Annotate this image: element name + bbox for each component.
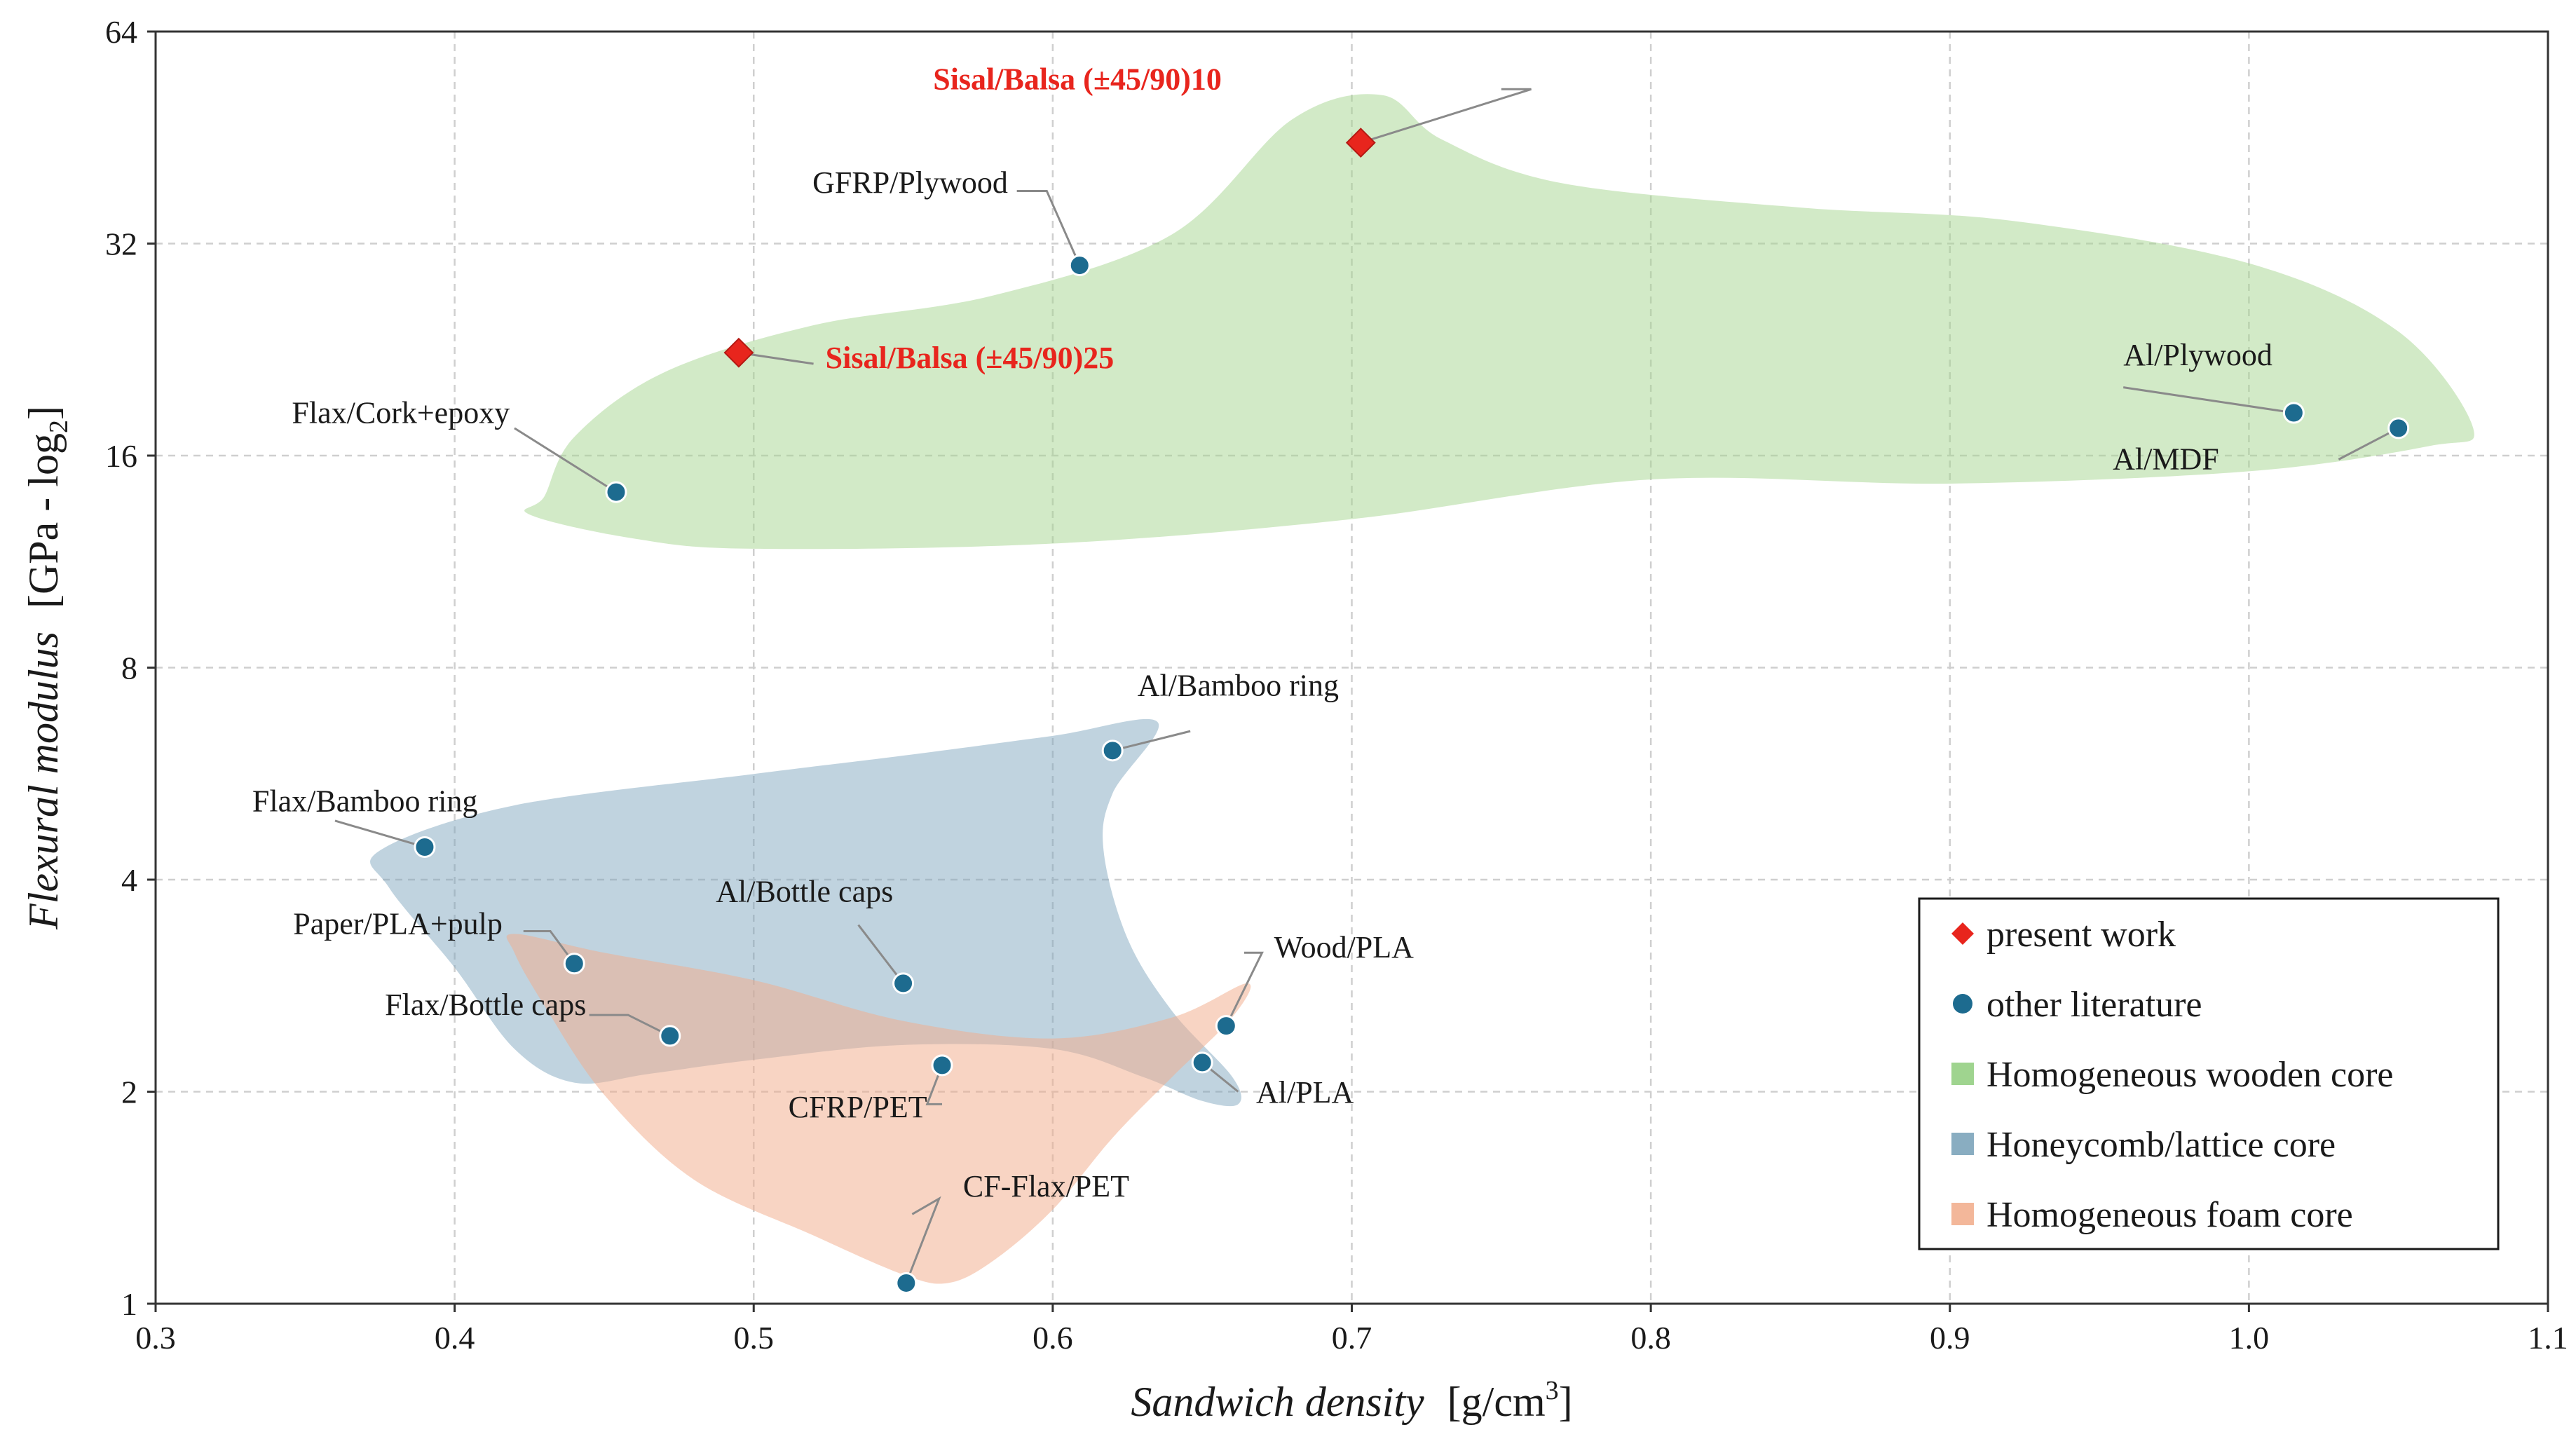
marker-flax-cork-epoxy: [605, 481, 627, 503]
region-homogeneous-foam-core: [506, 934, 1251, 1284]
marker-flax-bottle-caps: [659, 1025, 681, 1047]
marker-gfrp-plywood: [1068, 254, 1091, 277]
y-tick-label: 1: [121, 1286, 137, 1322]
leader-layer: [334, 88, 2399, 1284]
x-axis-title-unit: [g/cm: [1447, 1379, 1546, 1425]
legend-label-homogeneous-wooden-core: Homogeneous wooden core: [1986, 1055, 2394, 1095]
marker-paper-pla-pulp: [563, 953, 585, 975]
legend-label-present-work: present work: [1986, 915, 2176, 955]
x-tick-label: 0.4: [435, 1320, 475, 1356]
y-axis-title-unit: [GPa - log: [20, 433, 67, 608]
legend-marker-honeycomb-lattice-core: [1951, 1133, 1974, 1155]
label-flax-bottle-caps: Flax/Bottle caps: [385, 988, 586, 1022]
leader-line-wood-pla: [1225, 951, 1264, 1027]
y-axis-title-name: Flexural modulus: [20, 632, 67, 930]
x-tick-label: 0.6: [1033, 1320, 1073, 1356]
label-sisal-balsa-45-90-25: Sisal/Balsa (±45/90)25: [826, 341, 1115, 375]
label-cf-flax-pet: CF-Flax/PET: [963, 1169, 1129, 1203]
leader-line-paper-pla-pulp: [523, 930, 575, 964]
label-al-mdf: Al/MDF: [2113, 442, 2219, 477]
leader-line-al-plywood: [2122, 386, 2294, 414]
legend-marker-homogeneous-foam-core: [1951, 1203, 1974, 1225]
y-axis-title-unit-close: ]: [20, 406, 67, 420]
tick-layer: 0.3 0.4 0.5 0.6 0.7 0.8 0.9 1.0 1.1 1 2 4 8 16 32 64: [105, 14, 2568, 1356]
marker-sisal-balsa-45-90-10: [1345, 128, 1376, 158]
legend-items: present work other literature Homogeneous …: [1951, 915, 2394, 1235]
marker-al-bamboo-ring: [1101, 739, 1124, 762]
marker-flax-bamboo-ring: [414, 835, 436, 858]
point-layer: [414, 128, 2410, 1294]
label-flax-bamboo-ring: Flax/Bamboo ring: [252, 784, 477, 819]
leader-line-flax-bottle-caps: [589, 1014, 671, 1037]
x-axis-title-unit-sup: 3: [1546, 1376, 1559, 1405]
marker-cfrp-pet: [931, 1054, 953, 1077]
label-gfrp-plywood: GFRP/Plywood: [812, 165, 1008, 200]
label-cfrp-pet: CFRP/PET: [789, 1090, 927, 1124]
region-homogeneous-wooden-core: [524, 94, 2474, 550]
legend-label-other-literature: other literature: [1986, 985, 2202, 1025]
x-axis-title: Sandwich density [g/cm3]: [1131, 1376, 1572, 1425]
x-tick-label: 0.7: [1332, 1320, 1372, 1356]
y-tick-label: 4: [121, 862, 137, 898]
label-al-bamboo-ring: Al/Bamboo ring: [1138, 668, 1339, 702]
legend-marker-other-literature: [1953, 994, 1972, 1014]
label-wood-pla: Wood/PLA: [1274, 930, 1415, 964]
y-tick-label: 2: [121, 1075, 137, 1110]
leader-line-flax-cork-epoxy: [514, 427, 617, 493]
leader-line-flax-bamboo-ring: [334, 819, 425, 848]
label-sisal-balsa-45-90-10: Sisal/Balsa (±45/90)10: [933, 62, 1222, 96]
y-axis-title-unit-sub: 2: [44, 420, 74, 433]
leader-line-sisal-balsa-45-90-10: [1360, 88, 1532, 144]
marker-al-pla: [1191, 1051, 1213, 1074]
y-axis-title: Flexural modulus [GPa - log2]: [20, 406, 74, 930]
x-tick-label: 0.3: [135, 1320, 176, 1356]
marker-sisal-balsa-45-90-25: [723, 337, 754, 368]
y-tick-label: 32: [105, 226, 137, 262]
x-tick-label: 1.0: [2229, 1320, 2270, 1356]
marker-al-mdf: [2387, 417, 2410, 439]
label-al-pla: Al/PLA: [1256, 1075, 1354, 1110]
label-al-plywood: Al/Plywood: [2123, 338, 2272, 372]
marker-al-plywood: [2282, 402, 2305, 424]
x-tick-label: 0.5: [734, 1320, 775, 1356]
legend-label-honeycomb-lattice-core: Honeycomb/lattice core: [1986, 1125, 2336, 1165]
y-tick-label: 16: [105, 438, 137, 474]
y-tick-label: 64: [105, 14, 137, 50]
legend-marker-present-work: [1951, 922, 1974, 945]
marker-al-bottle-caps: [892, 972, 915, 995]
y-tick-label: 8: [121, 650, 137, 686]
label-flax-cork-epoxy: Flax/Cork+epoxy: [292, 395, 510, 430]
label-paper-pla-pulp: Paper/PLA+pulp: [293, 906, 503, 941]
leader-line-al-bamboo-ring: [1112, 730, 1191, 752]
x-tick-label: 1.1: [2528, 1320, 2568, 1356]
legend-marker-homogeneous-wooden-core: [1951, 1063, 1974, 1085]
leader-line-cf-flax-pet: [905, 1196, 941, 1284]
legend-label-homogeneous-foam-core: Homogeneous foam core: [1986, 1195, 2353, 1235]
legend: present work other literature Homogeneous …: [1918, 897, 2500, 1250]
label-al-bottle-caps: Al/Bottle caps: [716, 875, 893, 909]
x-axis-title-name: Sandwich density: [1131, 1379, 1424, 1425]
label-layer: Sisal/Balsa (±45/90)10 Sisal/Balsa (±45/9…: [252, 62, 2272, 1203]
leader-line-cfrp-pet: [925, 1065, 943, 1105]
x-tick-label: 0.9: [1930, 1320, 1970, 1356]
marker-cf-flax-pet: [895, 1271, 918, 1294]
marker-wood-pla: [1215, 1015, 1237, 1037]
legend-box: [1918, 897, 2500, 1250]
region-layer: [370, 94, 2474, 1284]
x-axis-title-unit-close: ]: [1559, 1379, 1573, 1425]
leader-line-al-bottle-caps: [857, 924, 904, 984]
leader-line-gfrp-plywood: [1016, 190, 1081, 266]
x-tick-label: 0.8: [1630, 1320, 1671, 1356]
leader-line-al-mdf: [2338, 427, 2399, 461]
